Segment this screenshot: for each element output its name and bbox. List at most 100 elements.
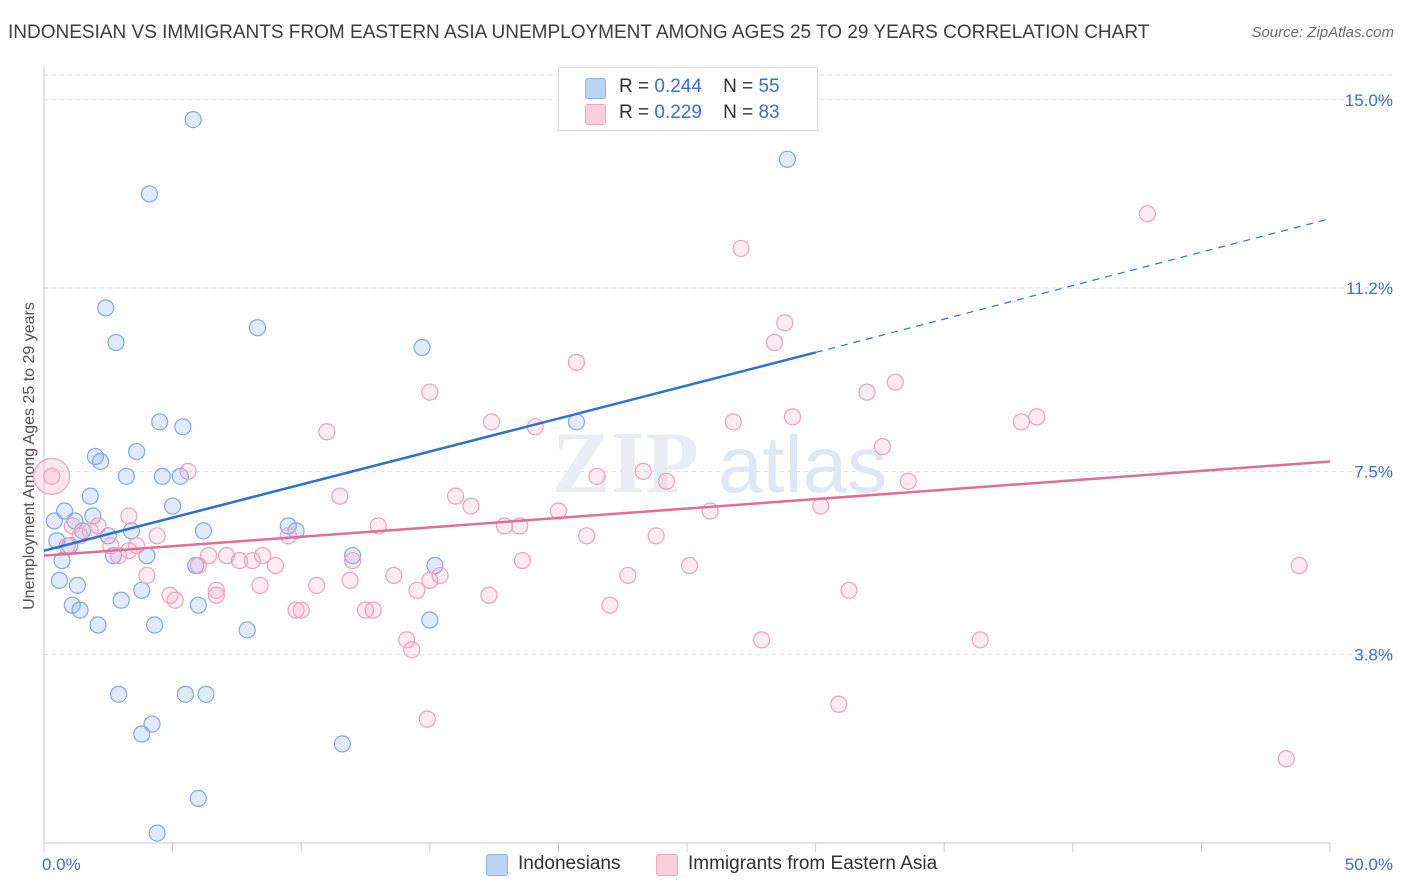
immigrant-point — [148, 527, 166, 545]
y-tick-label: 7.5% — [1354, 462, 1393, 481]
indonesian-point — [133, 725, 151, 743]
indonesian-point — [164, 497, 182, 515]
immigrant-point — [482, 413, 501, 431]
immigrant-point — [421, 383, 439, 401]
indonesians-trend-extension — [815, 218, 1331, 354]
indonesian-point — [344, 547, 362, 565]
immigrant-point — [207, 586, 225, 604]
immigrant-point — [207, 581, 225, 599]
indonesian-point — [55, 502, 74, 520]
data-points — [33, 110, 1308, 842]
indonesian-point — [50, 571, 69, 589]
indonesian-point — [174, 418, 192, 436]
immigrant-point — [513, 551, 531, 570]
immigrant-point — [166, 591, 184, 609]
x-tick-label-max: 50.0% — [1345, 855, 1393, 874]
immigrant-point — [446, 487, 465, 505]
legend-swatch-indonesians — [585, 78, 606, 99]
legend-swatch-immigrants — [585, 104, 606, 125]
immigrant-point — [403, 641, 421, 659]
immigrant-point — [873, 438, 892, 456]
immigrant-point — [266, 556, 285, 575]
watermark-atlas: atlas — [718, 420, 887, 509]
indonesian-point — [189, 596, 207, 614]
indonesian-point — [68, 576, 87, 594]
immigrant-point — [431, 566, 449, 585]
legend-n-label: N = — [723, 76, 754, 97]
indonesian-point — [189, 789, 207, 808]
indonesian-point — [176, 685, 195, 703]
immigrant-point — [830, 695, 848, 713]
immigrant-point — [318, 423, 336, 441]
legend-r-value: 0.229 — [654, 102, 702, 123]
indonesian-point — [143, 715, 161, 733]
immigrant-point — [765, 333, 784, 352]
immigrant-point — [292, 601, 310, 619]
indonesian-point — [133, 581, 151, 599]
indonesian-point — [238, 621, 256, 639]
legend-n-label: N = — [723, 102, 754, 123]
legend-r-label: R = — [619, 76, 650, 97]
indonesian-point — [71, 601, 89, 619]
bottom-legend-swatch-indonesians — [486, 854, 508, 876]
indonesian-point — [112, 591, 130, 609]
immigrant-point — [230, 551, 249, 570]
immigrant-point — [408, 581, 426, 599]
immigrant-point — [120, 507, 138, 525]
immigrant-point — [588, 467, 606, 485]
indonesian-point — [84, 507, 102, 525]
indonesian-point — [81, 487, 99, 505]
y-tick-label: 15.0% — [1345, 91, 1393, 110]
immigrant-point — [421, 571, 439, 589]
immigrant-point — [619, 566, 637, 585]
immigrant-point — [634, 462, 652, 480]
indonesian-point — [107, 333, 125, 352]
immigrant-point — [218, 547, 236, 565]
immigrant-point — [200, 547, 218, 565]
immigrant-point — [647, 527, 665, 545]
immigrant-point — [251, 576, 269, 594]
immigrant-point — [783, 408, 802, 426]
immigrant-point — [398, 631, 416, 649]
immigrant-point — [578, 527, 596, 545]
bottom-legend-label: Immigrants from Eastern Asia — [688, 853, 938, 874]
immigrant-point — [732, 239, 750, 258]
immigrant-point — [724, 413, 742, 431]
indonesian-point — [45, 512, 63, 530]
immigrant-point — [161, 586, 179, 604]
immigrant-point — [858, 383, 876, 401]
immigrant-point — [1012, 413, 1030, 431]
legend-n-value: 83 — [758, 102, 780, 123]
axes — [43, 66, 1331, 852]
indonesian-point — [97, 299, 115, 317]
immigrant-point — [480, 586, 498, 604]
indonesian-point — [197, 685, 215, 703]
immigrant-point — [344, 551, 362, 570]
indonesian-point — [148, 824, 166, 842]
correlation-legend: R = 0.244 N = 55 R = 0.229 N = 83 — [558, 67, 818, 131]
immigrants-trend-line — [43, 460, 1331, 557]
immigrant-point — [189, 556, 207, 575]
immigrant-point — [567, 353, 586, 371]
immigrant-point — [33, 457, 71, 495]
immigrant-point — [308, 576, 326, 594]
legend-n-value: 55 — [758, 76, 780, 97]
trend-lines — [43, 218, 1331, 557]
legend-r-value: 0.244 — [654, 76, 702, 97]
indonesian-point — [91, 452, 110, 471]
indonesian-point — [140, 185, 159, 203]
indonesian-point — [421, 611, 439, 629]
indonesian-point — [109, 685, 128, 703]
chart-title: INDONESIAN VS IMMIGRANTS FROM EASTERN AS… — [8, 22, 1150, 43]
indonesian-point — [86, 447, 105, 466]
immigrant-point — [364, 601, 382, 619]
indonesian-point — [279, 517, 297, 535]
indonesian-point — [145, 616, 164, 634]
indonesian-point — [194, 522, 213, 540]
immigrant-point — [1028, 408, 1046, 426]
immigrant-point — [287, 601, 305, 619]
tick-labels: 3.8% 7.5% 11.2% 15.0% 0.0% 50.0% — [42, 91, 1393, 874]
watermark-zip: ZIP — [552, 415, 699, 512]
immigrant-point — [1277, 750, 1295, 768]
indonesian-point — [89, 616, 107, 634]
